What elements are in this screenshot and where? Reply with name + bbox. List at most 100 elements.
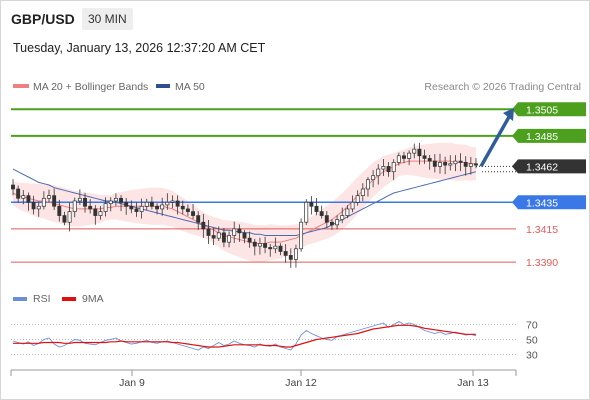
ma50-legend-swatch (156, 84, 170, 88)
candle-body (293, 248, 298, 260)
candle-body (175, 200, 180, 207)
candle-body (11, 184, 15, 190)
credit-label: Research © 2026 Trading Central (424, 81, 581, 93)
forecast-arrow-head (503, 107, 514, 121)
candle-body (360, 188, 365, 196)
candle-body (263, 243, 268, 248)
candle-body (47, 195, 51, 199)
candle-body (319, 211, 324, 216)
candle-body (417, 148, 422, 157)
rsi-tick-label: 70 (526, 320, 538, 332)
candle-body (52, 195, 57, 207)
candle-body (407, 152, 412, 159)
candle-body (196, 215, 201, 223)
candle-body (57, 205, 62, 216)
candle-body (278, 245, 283, 252)
last-price-label: 1.3462 (526, 161, 558, 173)
candle-body (412, 148, 417, 154)
candle-body (335, 219, 340, 226)
candle-body (41, 197, 46, 207)
candle-body (237, 228, 242, 234)
candle-body (391, 162, 396, 173)
ma20-legend-label: MA 20 + Bollinger Bands (33, 81, 148, 93)
candle-body (314, 205, 319, 212)
candle-body (67, 211, 72, 223)
x-tick-label: Jan 12 (285, 377, 317, 389)
candle-body (350, 201, 355, 210)
candle-body (432, 160, 437, 167)
candle-body (144, 201, 149, 207)
candle-body (119, 197, 123, 203)
candle-body (304, 201, 309, 223)
candle-body (216, 232, 221, 239)
candle-body (206, 228, 211, 236)
rsi-legend-label: RSI (33, 293, 51, 305)
candle-body (386, 166, 391, 173)
candle-body (268, 247, 273, 250)
candle-body (273, 245, 278, 250)
candle-body (83, 197, 87, 207)
candle-body (88, 205, 93, 210)
x-tick-label: Jan 13 (457, 377, 489, 389)
candle-body (340, 215, 345, 220)
chart-header: GBP/USD 30 MIN (0, 0, 590, 36)
rsi-legend-swatch (13, 297, 27, 301)
rsi-ma-legend-swatch (62, 297, 76, 301)
candle-body (422, 155, 427, 159)
candle-body (474, 163, 478, 166)
candle-body (124, 201, 129, 207)
ma50-legend-label: MA 50 (175, 81, 205, 93)
candle-body (355, 195, 360, 203)
candle-body (26, 195, 31, 203)
candle-body (36, 205, 41, 210)
rsi-tick-label: 50 (526, 335, 538, 347)
support-label: 1.3415 (526, 224, 558, 236)
candle-body (16, 188, 21, 199)
candle-body (170, 200, 175, 203)
candle-body (288, 255, 293, 260)
rsi-ma-line (13, 324, 476, 348)
last-price-tag (512, 159, 586, 174)
candle-body (221, 232, 226, 243)
pivot-label: 1.3435 (526, 197, 558, 209)
candle-body (21, 195, 26, 199)
candle-body (62, 215, 67, 223)
candle-body (324, 215, 329, 223)
pivot-label-tag (512, 195, 586, 210)
candle-body (185, 208, 190, 212)
candle-body (247, 237, 252, 243)
candle-body (309, 201, 314, 207)
candle-body (458, 160, 463, 163)
datetime-label: Tuesday, January 13, 2026 12:37:20 AM CE… (13, 41, 266, 55)
rsi-tick-label: 30 (526, 350, 538, 362)
resistance-label: 1.3485 (526, 131, 558, 143)
resistance-label: 1.3505 (526, 104, 558, 116)
candle-body (31, 201, 36, 210)
candle-body (103, 203, 108, 212)
candle-body (396, 155, 401, 163)
candle-body (155, 205, 159, 210)
forecast-arrow-shaft (479, 116, 511, 168)
candle-body (381, 166, 386, 170)
candle-body (160, 204, 165, 210)
candle-body (211, 235, 216, 239)
candle-body (242, 232, 247, 239)
candle-body (438, 162, 442, 167)
symbol-label: GBP/USD (11, 11, 75, 27)
candle-body (427, 158, 432, 162)
candle-body (93, 208, 98, 216)
candle-body (252, 241, 257, 247)
candle-body (257, 243, 262, 247)
candle-body (77, 197, 82, 202)
candle-body (227, 235, 232, 243)
candle-body (448, 163, 453, 166)
x-tick-label: Jan 9 (119, 377, 145, 389)
candle-body (283, 251, 288, 256)
candle-body (129, 205, 134, 210)
resistance-label-tag (512, 128, 586, 143)
timeframe-button[interactable]: 30 MIN (82, 8, 133, 30)
candle-body (366, 179, 370, 190)
candle-body (165, 201, 170, 206)
candle-body (113, 197, 118, 202)
support-label: 1.3390 (526, 257, 558, 269)
